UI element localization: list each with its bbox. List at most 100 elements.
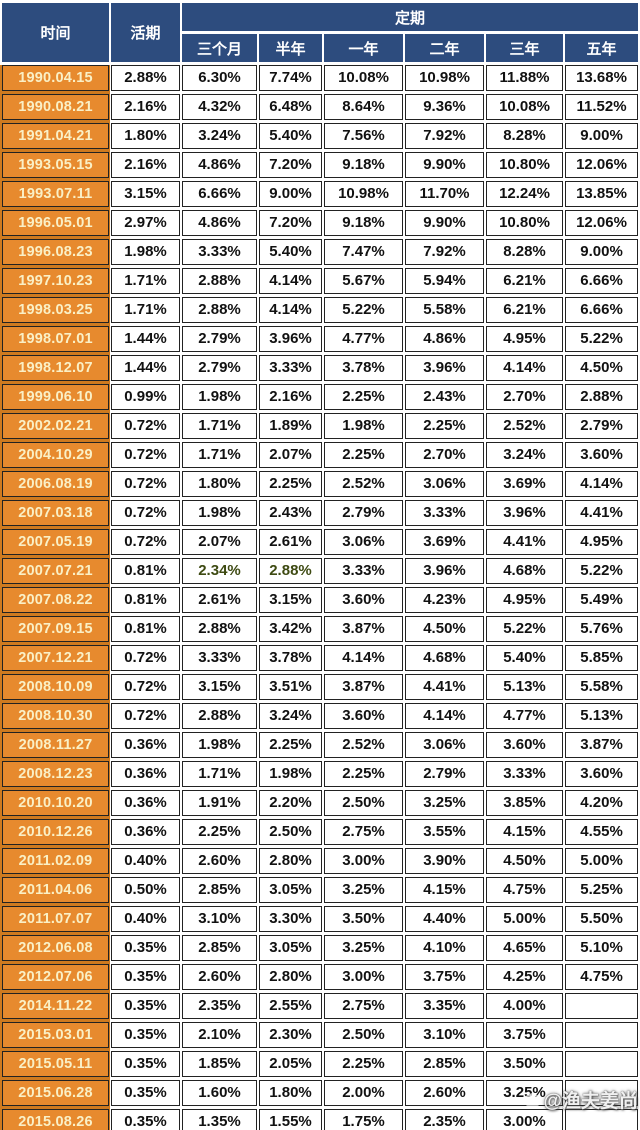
- rate-cell: 2.88%: [565, 384, 639, 410]
- rate-cell: 9.18%: [324, 152, 403, 178]
- date-cell: 2008.10.30: [2, 703, 109, 729]
- rate-cell: 2.35%: [405, 1109, 484, 1130]
- rate-cell: 1.89%: [259, 413, 322, 439]
- date-cell: 1996.08.23: [2, 239, 109, 265]
- rate-cell: 1.85%: [182, 1051, 257, 1077]
- rate-cell: 5.00%: [486, 906, 563, 932]
- rate-cell: 5.13%: [565, 703, 639, 729]
- date-cell: 2008.11.27: [2, 732, 109, 758]
- rate-cell: 2.50%: [324, 790, 403, 816]
- rate-cell: 1.60%: [182, 1080, 257, 1106]
- rate-cell: 9.18%: [324, 210, 403, 236]
- table-row: 1990.04.15 2.88% 6.30% 7.74% 10.08% 10.98% 11.…: [2, 65, 639, 91]
- rate-cell: 0.36%: [111, 819, 180, 845]
- table-row: 1993.07.11 3.15% 6.66% 9.00% 10.98% 11.70% 12.…: [2, 181, 639, 207]
- rate-cell: 7.92%: [405, 123, 484, 149]
- rate-cell: 0.72%: [111, 471, 180, 497]
- rate-cell: 4.55%: [565, 819, 639, 845]
- table-row: 2007.08.22 0.81% 2.61% 3.15% 3.60% 4.23% 4.95%…: [2, 587, 639, 613]
- col-header-term: 三年: [486, 34, 563, 62]
- rate-cell: 3.78%: [259, 645, 322, 671]
- header-row-top: 时间 活期 定期: [2, 3, 639, 62]
- rate-cell: 4.41%: [405, 674, 484, 700]
- date-cell: 2010.12.26: [2, 819, 109, 845]
- rate-cell: 7.20%: [259, 210, 322, 236]
- rate-cell: 2.16%: [111, 152, 180, 178]
- rate-cell: 7.47%: [324, 239, 403, 265]
- rate-cell: 0.36%: [111, 761, 180, 787]
- rate-cell: 2.05%: [259, 1051, 322, 1077]
- date-cell: 2006.08.19: [2, 471, 109, 497]
- rate-cell: 1.71%: [182, 442, 257, 468]
- rate-cell: 3.24%: [486, 442, 563, 468]
- table-row: 2007.09.15 0.81% 2.88% 3.42% 3.87% 4.50% 5.22%…: [2, 616, 639, 642]
- rate-cell: 2.10%: [182, 1022, 257, 1048]
- date-cell: 2015.05.11: [2, 1051, 109, 1077]
- rate-cell: 6.30%: [182, 65, 257, 91]
- rate-cell: 0.99%: [111, 384, 180, 410]
- rate-cell: 2.79%: [182, 326, 257, 352]
- rate-cell: 4.14%: [324, 645, 403, 671]
- rate-cell: 1.44%: [111, 326, 180, 352]
- rate-cell: 1.80%: [259, 1080, 322, 1106]
- date-cell: 1998.03.25: [2, 297, 109, 323]
- rate-cell: 1.98%: [182, 384, 257, 410]
- date-cell: 2007.05.19: [2, 529, 109, 555]
- rate-cell: 5.85%: [565, 645, 639, 671]
- col-header-time: 时间: [2, 3, 109, 62]
- rate-cell: 0.35%: [111, 1051, 180, 1077]
- rate-cell: 10.98%: [324, 181, 403, 207]
- rate-cell: 3.60%: [324, 587, 403, 613]
- rate-cell: 3.60%: [565, 442, 639, 468]
- rate-cell: 6.48%: [259, 94, 322, 120]
- rate-cell: 12.06%: [565, 152, 639, 178]
- date-cell: 2007.09.15: [2, 616, 109, 642]
- rate-cell: 2.88%: [182, 297, 257, 323]
- date-cell: 2007.12.21: [2, 645, 109, 671]
- rate-cell: 3.87%: [324, 674, 403, 700]
- rate-cell: 2.25%: [182, 819, 257, 845]
- rate-cell: 2.07%: [259, 442, 322, 468]
- rate-cell: 0.50%: [111, 877, 180, 903]
- table-row: 2015.05.11 0.35% 1.85% 2.05% 2.25% 2.85% 3.50%: [2, 1051, 639, 1077]
- rate-cell: 4.50%: [486, 848, 563, 874]
- rate-cell: 0.36%: [111, 732, 180, 758]
- rate-cell: 4.68%: [486, 558, 563, 584]
- rate-cell: 2.61%: [259, 529, 322, 555]
- rate-cell: 5.22%: [486, 616, 563, 642]
- rate-cell: 3.75%: [405, 964, 484, 990]
- rate-cell: 13.68%: [565, 65, 639, 91]
- rate-cell: 3.35%: [405, 993, 484, 1019]
- rate-cell: 5.50%: [565, 906, 639, 932]
- rate-cell: 2.70%: [486, 384, 563, 410]
- rate-cell: 2.79%: [565, 413, 639, 439]
- date-cell: 2007.03.18: [2, 500, 109, 526]
- rate-cell: 1.98%: [324, 413, 403, 439]
- rate-cell: 9.90%: [405, 210, 484, 236]
- table-row: 1996.08.23 1.98% 3.33% 5.40% 7.47% 7.92% 8.28%…: [2, 239, 639, 265]
- rate-cell: 2.79%: [405, 761, 484, 787]
- rate-cell: 1.55%: [259, 1109, 322, 1130]
- rate-cell: 3.50%: [324, 906, 403, 932]
- rate-cell: 2.80%: [259, 848, 322, 874]
- date-cell: 2011.04.06: [2, 877, 109, 903]
- rate-cell: 3.06%: [405, 471, 484, 497]
- rate-cell: 3.10%: [405, 1022, 484, 1048]
- rate-cell: 5.94%: [405, 268, 484, 294]
- rate-cell: 9.36%: [405, 94, 484, 120]
- rate-cell: 10.08%: [324, 65, 403, 91]
- table-row: 2008.11.27 0.36% 1.98% 2.25% 2.52% 3.06% 3.60%…: [2, 732, 639, 758]
- date-cell: 2011.02.09: [2, 848, 109, 874]
- rate-cell: 9.00%: [565, 123, 639, 149]
- rate-cell: 6.21%: [486, 297, 563, 323]
- rate-cell: 3.15%: [259, 587, 322, 613]
- col-header-term: 五年: [565, 34, 639, 62]
- rate-cell: 5.00%: [565, 848, 639, 874]
- rate-cell: 6.66%: [182, 181, 257, 207]
- rate-cell: 2.25%: [324, 442, 403, 468]
- rate-cell: 6.21%: [486, 268, 563, 294]
- rate-cell: 0.35%: [111, 993, 180, 1019]
- rate-cell: 3.96%: [405, 355, 484, 381]
- rate-cell: 3.60%: [486, 732, 563, 758]
- rate-cell: 2.75%: [324, 819, 403, 845]
